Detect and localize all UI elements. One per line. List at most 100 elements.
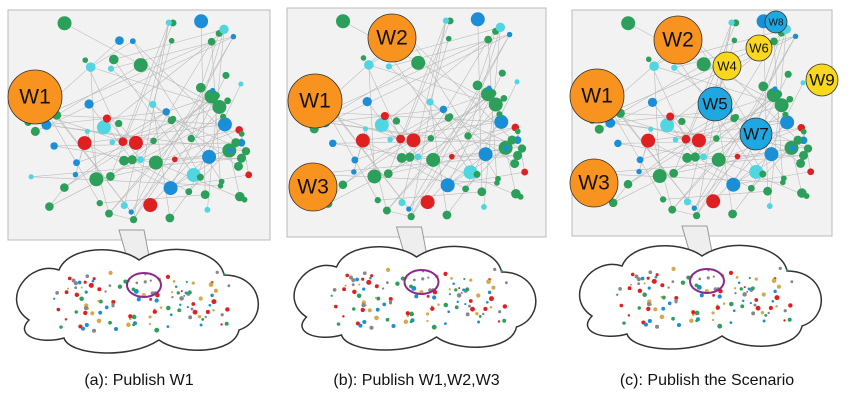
node bbox=[222, 72, 229, 79]
cloud-node bbox=[179, 304, 181, 306]
cloud-node bbox=[466, 312, 470, 316]
node bbox=[170, 116, 176, 122]
node bbox=[489, 98, 503, 112]
cloud-node bbox=[355, 278, 359, 282]
node bbox=[785, 71, 792, 78]
cloud-node bbox=[432, 295, 436, 299]
node bbox=[339, 180, 348, 189]
node bbox=[149, 156, 163, 170]
cloud-node bbox=[486, 301, 489, 304]
node bbox=[775, 98, 789, 112]
node bbox=[210, 88, 215, 93]
cloud-node bbox=[92, 280, 95, 283]
cloud-node bbox=[729, 271, 733, 275]
cloud-node bbox=[773, 290, 776, 293]
cloud-node bbox=[637, 282, 640, 285]
cloud-node bbox=[59, 325, 62, 328]
node bbox=[50, 142, 57, 149]
node bbox=[484, 36, 492, 44]
cloud-node bbox=[618, 287, 622, 291]
cloud-node bbox=[788, 318, 792, 322]
node bbox=[521, 169, 528, 176]
cloud-node bbox=[56, 308, 60, 312]
cloud-node bbox=[463, 278, 465, 280]
node bbox=[421, 195, 435, 209]
cloud-node bbox=[717, 324, 722, 329]
cloud-node bbox=[84, 281, 87, 284]
node bbox=[165, 214, 174, 223]
cloud-node bbox=[660, 296, 662, 298]
node bbox=[496, 111, 502, 117]
cloud-node bbox=[177, 291, 180, 294]
node bbox=[115, 120, 122, 127]
node bbox=[510, 159, 519, 168]
cloud-node bbox=[476, 293, 480, 297]
cloud-node bbox=[502, 319, 506, 323]
workflow-label: W5 bbox=[702, 94, 728, 113]
cloud-node bbox=[421, 277, 424, 280]
cloud-node bbox=[386, 281, 389, 284]
cloud-node bbox=[426, 312, 429, 315]
node bbox=[614, 140, 621, 147]
cloud-node bbox=[771, 300, 774, 303]
cloud-node bbox=[227, 284, 230, 287]
cloud-node bbox=[132, 323, 135, 326]
node bbox=[150, 138, 157, 145]
node bbox=[462, 185, 469, 192]
cloud-node bbox=[366, 280, 371, 285]
cloud-node bbox=[114, 327, 118, 331]
node bbox=[212, 100, 226, 114]
cloud-node bbox=[768, 312, 770, 314]
cloud-node bbox=[149, 323, 151, 325]
cloud-node bbox=[144, 280, 147, 283]
workflow-label: W1 bbox=[299, 90, 331, 113]
cloud-node bbox=[491, 286, 495, 290]
node bbox=[351, 169, 357, 175]
cloud-node bbox=[361, 278, 364, 281]
node bbox=[464, 132, 471, 139]
cloud-node bbox=[430, 307, 434, 311]
cloud-node bbox=[128, 314, 132, 318]
node bbox=[693, 212, 700, 219]
cloud-node bbox=[352, 307, 355, 310]
cloud-node bbox=[777, 285, 781, 289]
cloud-node bbox=[342, 287, 346, 291]
cloud-node bbox=[458, 287, 460, 289]
cloud-node bbox=[181, 290, 183, 292]
cloud-node bbox=[503, 304, 507, 308]
node bbox=[763, 187, 772, 196]
node bbox=[166, 20, 172, 26]
node bbox=[361, 55, 367, 61]
cloud-node bbox=[160, 306, 163, 309]
cloud-node bbox=[216, 271, 219, 274]
cloud-node bbox=[479, 315, 482, 318]
cloud-node bbox=[193, 310, 198, 315]
node bbox=[477, 187, 486, 196]
cloud-node bbox=[734, 292, 736, 294]
node bbox=[443, 211, 452, 220]
node bbox=[669, 169, 678, 178]
cloud-node bbox=[742, 300, 744, 302]
node bbox=[197, 174, 204, 181]
cloud-node bbox=[90, 311, 94, 315]
workflow-label: W9 bbox=[809, 70, 835, 89]
node bbox=[78, 136, 92, 150]
cloud-node bbox=[214, 289, 218, 293]
node bbox=[621, 16, 635, 30]
node bbox=[712, 153, 726, 167]
node bbox=[130, 38, 136, 44]
caption: (a): Publish W1 bbox=[84, 372, 193, 389]
workflow-label: W7 bbox=[743, 124, 769, 143]
cloud-node bbox=[225, 307, 229, 311]
node bbox=[31, 127, 40, 136]
node bbox=[188, 135, 195, 142]
cloud-node bbox=[447, 310, 450, 313]
workflow-label: W1 bbox=[19, 86, 51, 109]
node bbox=[700, 153, 707, 160]
cloud-node bbox=[763, 320, 766, 323]
node bbox=[194, 14, 208, 28]
node bbox=[428, 135, 435, 142]
node bbox=[169, 38, 175, 44]
cloud-node bbox=[631, 273, 635, 277]
cloud-node bbox=[661, 307, 665, 311]
